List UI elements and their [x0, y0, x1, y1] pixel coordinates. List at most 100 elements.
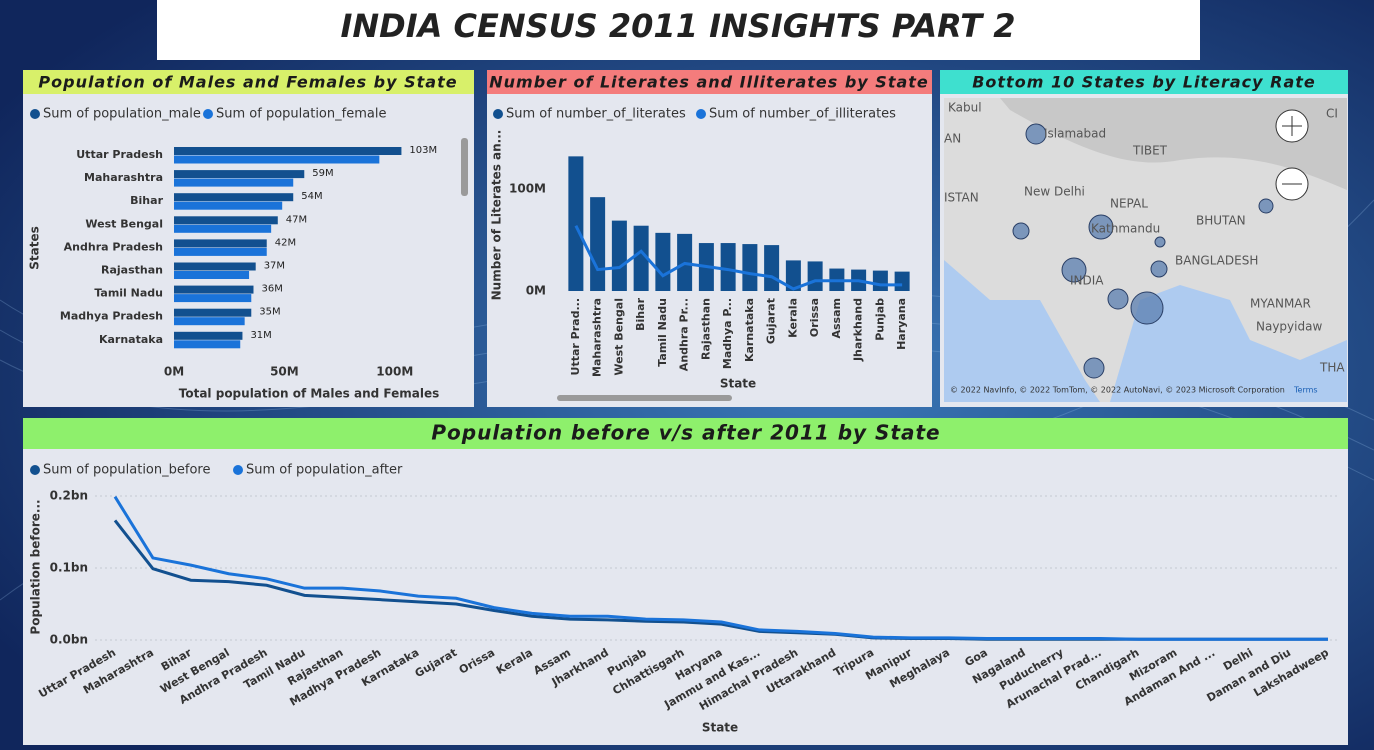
map-label: Kathmandu	[1091, 222, 1160, 236]
bar	[174, 285, 254, 294]
map-label: AN	[944, 132, 961, 146]
bar	[174, 262, 256, 271]
bar	[872, 270, 888, 291]
data-label: 54M	[301, 191, 322, 202]
y-tick-label: 0M	[526, 284, 546, 298]
map-label: BHUTAN	[1196, 214, 1246, 228]
x-tick-label: Tamil Nadu	[656, 298, 669, 367]
x-tick-label: Kerala	[786, 298, 799, 338]
scrollbar[interactable]	[461, 138, 468, 196]
chart-title: Population before v/s after 2011 by Stat…	[431, 421, 940, 445]
map-terms[interactable]: Terms	[1293, 386, 1318, 395]
sea	[1110, 285, 1347, 402]
y-tick-label: 0.0bn	[50, 633, 88, 647]
map-label: Islamabad	[1044, 127, 1106, 141]
x-tick-label: Orissa	[808, 298, 821, 337]
data-label: 103M	[409, 145, 437, 156]
y-tick-label: Bihar	[130, 194, 163, 207]
y-axis-title: States	[28, 226, 42, 270]
y-tick-label: Rajasthan	[101, 264, 163, 277]
map-label: CI	[1326, 107, 1338, 121]
legend-marker	[30, 109, 40, 119]
panel-header	[23, 70, 474, 94]
x-tick-label: Andhra Pr...	[678, 298, 691, 371]
map-label: TIBET	[1132, 144, 1168, 158]
x-axis-title: Total population of Males and Females	[179, 387, 439, 401]
map-label: Kabul	[948, 101, 982, 115]
panel-header	[940, 70, 1348, 94]
x-tick-label: Maharashtra	[591, 298, 604, 377]
bar	[174, 294, 252, 303]
map-label: New Delhi	[1024, 185, 1085, 199]
data-label: 31M	[250, 330, 271, 341]
legend-label: Sum of population_before	[43, 463, 210, 478]
x-tick-label: West Bengal	[612, 298, 625, 376]
line	[113, 495, 1328, 641]
legend-label: Sum of population_female	[216, 107, 386, 122]
x-axis-title: State	[720, 377, 756, 391]
y-tick-label: Uttar Pradesh	[76, 148, 163, 161]
x-tick-label: 50M	[270, 365, 299, 379]
bar	[174, 178, 294, 187]
chart-title: Population of Males and Females by State	[38, 73, 457, 92]
bar	[174, 224, 272, 233]
line	[574, 225, 903, 291]
map-title: Bottom 10 States by Literacy Rate	[972, 73, 1316, 92]
data-label: 42M	[275, 237, 296, 248]
map-labels: Kabul AN Islamabad TIBET ISTAN New Delhi NEPAL…	[944, 101, 1345, 375]
legend-marker	[30, 465, 40, 475]
x-tick-label: Haryana	[895, 298, 908, 350]
map-label: INDIA	[1070, 274, 1104, 288]
sea	[944, 260, 1100, 402]
panel	[487, 70, 932, 407]
map-label: THA	[1319, 361, 1345, 375]
bar	[174, 247, 267, 256]
y-tick-label: 100M	[509, 182, 546, 196]
bar	[633, 225, 649, 291]
x-tick-label: 100M	[376, 365, 413, 379]
map-label: Naypyidaw	[1256, 320, 1322, 334]
bar	[785, 260, 801, 291]
terrain	[1000, 98, 1347, 190]
y-tick-label: West Bengal	[85, 217, 163, 230]
map-label: NEPAL	[1110, 197, 1148, 211]
y-axis-title: Number of Literates an...	[490, 130, 504, 301]
bar	[720, 243, 736, 291]
x-tick-label: Jharkhand	[852, 298, 865, 362]
zoom-controls[interactable]	[1275, 109, 1309, 201]
page-title: INDIA CENSUS 2011 INSIGHTS PART 2	[340, 7, 1015, 45]
x-tick-label: Bihar	[634, 297, 647, 330]
panel-header	[23, 418, 1348, 449]
x-tick-label: Rajasthan	[699, 298, 712, 360]
chart-title: Number of Literates and Illiterates by S…	[489, 73, 929, 92]
bar	[655, 232, 671, 291]
legend-marker	[233, 465, 243, 475]
y-tick-label: 0.1bn	[50, 561, 88, 575]
panel	[23, 70, 474, 407]
panel-header	[487, 70, 932, 94]
y-tick-label: Maharashtra	[84, 171, 163, 184]
legend-label: Sum of number_of_literates	[506, 107, 686, 122]
bar	[590, 197, 606, 291]
data-label: 36M	[261, 284, 282, 295]
legend-marker	[203, 109, 213, 119]
y-tick-label: Madhya Pradesh	[60, 310, 163, 323]
map-label: MYANMAR	[1250, 297, 1311, 311]
bar	[174, 271, 250, 279]
bar	[174, 317, 245, 326]
data-label: 47M	[286, 214, 307, 225]
bar	[764, 245, 780, 291]
bar	[174, 331, 243, 340]
scrollbar[interactable]	[557, 395, 732, 401]
x-tick-label: Gujarat	[765, 298, 778, 344]
bar	[174, 308, 252, 317]
legend-label: Sum of number_of_illiterates	[709, 107, 896, 122]
bar	[174, 170, 305, 179]
data-label: 35M	[259, 307, 280, 318]
bar	[894, 271, 910, 291]
y-axis-title: Population before...	[29, 499, 43, 634]
map-label: BANGLADESH	[1175, 254, 1258, 268]
bar	[174, 201, 283, 210]
data-label: 59M	[312, 168, 333, 179]
bar	[174, 216, 278, 225]
